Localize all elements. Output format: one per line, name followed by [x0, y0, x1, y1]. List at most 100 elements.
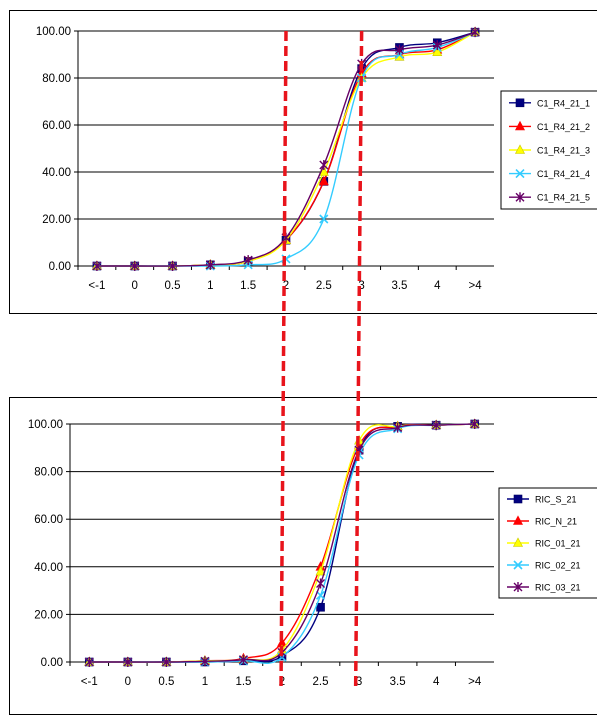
bottom-legend-label: RIC_S_21: [535, 495, 577, 505]
top-data-point: [432, 46, 443, 56]
bottom-data-point: [315, 590, 326, 600]
bottom-legend-marker: [513, 537, 523, 547]
bottom-legend-label: RIC_02_21: [535, 561, 581, 571]
bottom-series-5: [84, 419, 480, 667]
bottom-series-1: [84, 419, 480, 667]
top-x-tick-label: 1.5: [240, 280, 256, 292]
top-y-tick-label: 40.00: [42, 167, 71, 179]
top-data-point: [168, 261, 178, 271]
bottom-legend-marker: [513, 582, 523, 592]
top-data-point: [319, 214, 329, 224]
top-series-line: [96, 31, 476, 267]
bottom-legend: RIC_S_21 RIC_N_21 RIC_01_21 RIC_02_21 RIC_03…: [498, 487, 597, 599]
bottom-series-line: [89, 423, 475, 663]
bottom-data-point: [84, 657, 94, 667]
top-legend-label: C1_R4_21_5: [537, 193, 590, 203]
top-y-tick-label: 20.00: [42, 214, 71, 226]
bottom-data-point: [200, 656, 210, 667]
top-data-point: [319, 159, 329, 170]
bottom-x-tick-label: <-1: [81, 676, 98, 688]
top-legend-label: C1_R4_21_1: [537, 98, 590, 108]
bottom-data-point: [238, 654, 248, 665]
top-data-point: [243, 255, 253, 266]
bottom-x-tick-label: 2: [279, 676, 285, 688]
top-y-tick-label: 100.00: [36, 26, 71, 38]
bottom-data-point: [431, 420, 441, 431]
top-legend-marker: [515, 144, 525, 154]
top-series-line: [96, 31, 476, 267]
bottom-x-tick-label: 4: [433, 676, 440, 688]
top-series-line: [96, 31, 476, 267]
top-y-tick-label: 60.00: [42, 120, 71, 132]
bottom-data-point: [316, 602, 325, 612]
top-x-tick-label: 2.5: [316, 280, 332, 292]
top-legend-marker: [515, 98, 525, 108]
bottom-x-tick-label: 1.5: [235, 676, 251, 688]
top-x-tick-label: <-1: [88, 280, 105, 292]
chart-panel-bottom: 0.00 20.00 40.00 60.00 80.00 100.00 <-1 0 0.5 1 1.…: [9, 397, 597, 715]
bottom-x-tick-label: 1: [202, 676, 208, 688]
chart-top-svg: 0.00 20.00 40.00 60.00 80.00 100.00 <-1 0 0.5 1 1.…: [36, 26, 597, 292]
bottom-legend-marker: [513, 494, 523, 504]
bottom-x-tick-label: 3: [356, 676, 362, 688]
bottom-y-tick-label: 80.00: [34, 467, 63, 479]
top-x-tick-label: 2: [283, 280, 289, 292]
top-legend-label: C1_R4_21_4: [537, 169, 590, 179]
top-legend-marker: [515, 192, 525, 203]
top-legend-marker: [515, 120, 525, 131]
top-x-tick-label: 3.5: [391, 280, 407, 292]
top-x-tick-label: 0.5: [165, 280, 181, 292]
top-data-point: [130, 261, 140, 271]
bottom-data-point: [123, 657, 133, 667]
bottom-y-tick-label: 40.00: [34, 562, 63, 574]
top-x-tick-label: 4: [434, 280, 441, 292]
bottom-legend-label: RIC_N_21: [535, 517, 577, 527]
bottom-x-tick-label: 2.5: [313, 676, 329, 688]
bottom-legend-label: RIC_01_21: [535, 539, 581, 549]
bottom-data-point: [316, 578, 326, 589]
chart-bottom-svg: 0.00 20.00 40.00 60.00 80.00 100.00 <-1 0 0.5 1 1.…: [28, 418, 597, 688]
top-y-tick-label: 80.00: [42, 73, 71, 85]
top-series-line: [96, 31, 476, 267]
top-data-point: [432, 40, 442, 51]
top-x-tick-label: 0: [132, 280, 138, 292]
bottom-data-point: [393, 422, 403, 433]
bottom-y-tick-label: 0.00: [41, 657, 63, 669]
top-data-point: [205, 259, 215, 270]
top-data-point: [318, 175, 329, 186]
bottom-series-line: [89, 423, 475, 663]
bottom-x-tick-label: 3.5: [390, 676, 406, 688]
top-legend-label: C1_R4_21_3: [537, 146, 590, 156]
bottom-series-3: [84, 418, 480, 666]
bottom-y-tick-label: 100.00: [28, 419, 63, 431]
bottom-x-tick-label: >4: [468, 676, 482, 688]
bottom-series-line: [89, 423, 475, 665]
top-legend-marker: [515, 169, 525, 179]
top-series-line: [96, 31, 476, 267]
bottom-y-tick-label: 60.00: [34, 514, 63, 526]
bottom-data-point: [315, 565, 326, 576]
bottom-series-line: [89, 423, 475, 663]
top-data-point: [470, 27, 480, 38]
chart-panel-top: 0.00 20.00 40.00 60.00 80.00 100.00 <-1 0 0.5 1 1.…: [9, 10, 597, 314]
bottom-legend-marker: [513, 515, 523, 525]
top-data-point: [281, 254, 291, 264]
top-series-5: [92, 27, 480, 271]
top-legend: C1_R4_21_1 C1_R4_21_2 C1_R4_21_3 C1_R4_21_4…: [500, 90, 597, 210]
bottom-data-point: [470, 419, 480, 429]
bottom-x-tick-label: 0.5: [158, 676, 174, 688]
top-data-point: [92, 261, 102, 271]
bottom-x-tick-label: 0: [125, 676, 131, 688]
bottom-legend-label: RIC_03_21: [535, 583, 581, 593]
top-data-point: [394, 44, 404, 55]
top-y-tick-label: 0.00: [49, 261, 71, 273]
top-x-tick-label: 1: [207, 280, 213, 292]
top-x-tick-label: >4: [469, 280, 483, 292]
bottom-legend-marker: [513, 560, 523, 570]
top-x-tick-label: 3: [358, 280, 364, 292]
bottom-series-line: [89, 423, 475, 663]
top-legend-label: C1_R4_21_2: [537, 122, 590, 132]
bottom-data-point: [161, 657, 171, 667]
bottom-y-tick-label: 20.00: [34, 609, 63, 621]
bottom-series-2: [84, 418, 480, 666]
